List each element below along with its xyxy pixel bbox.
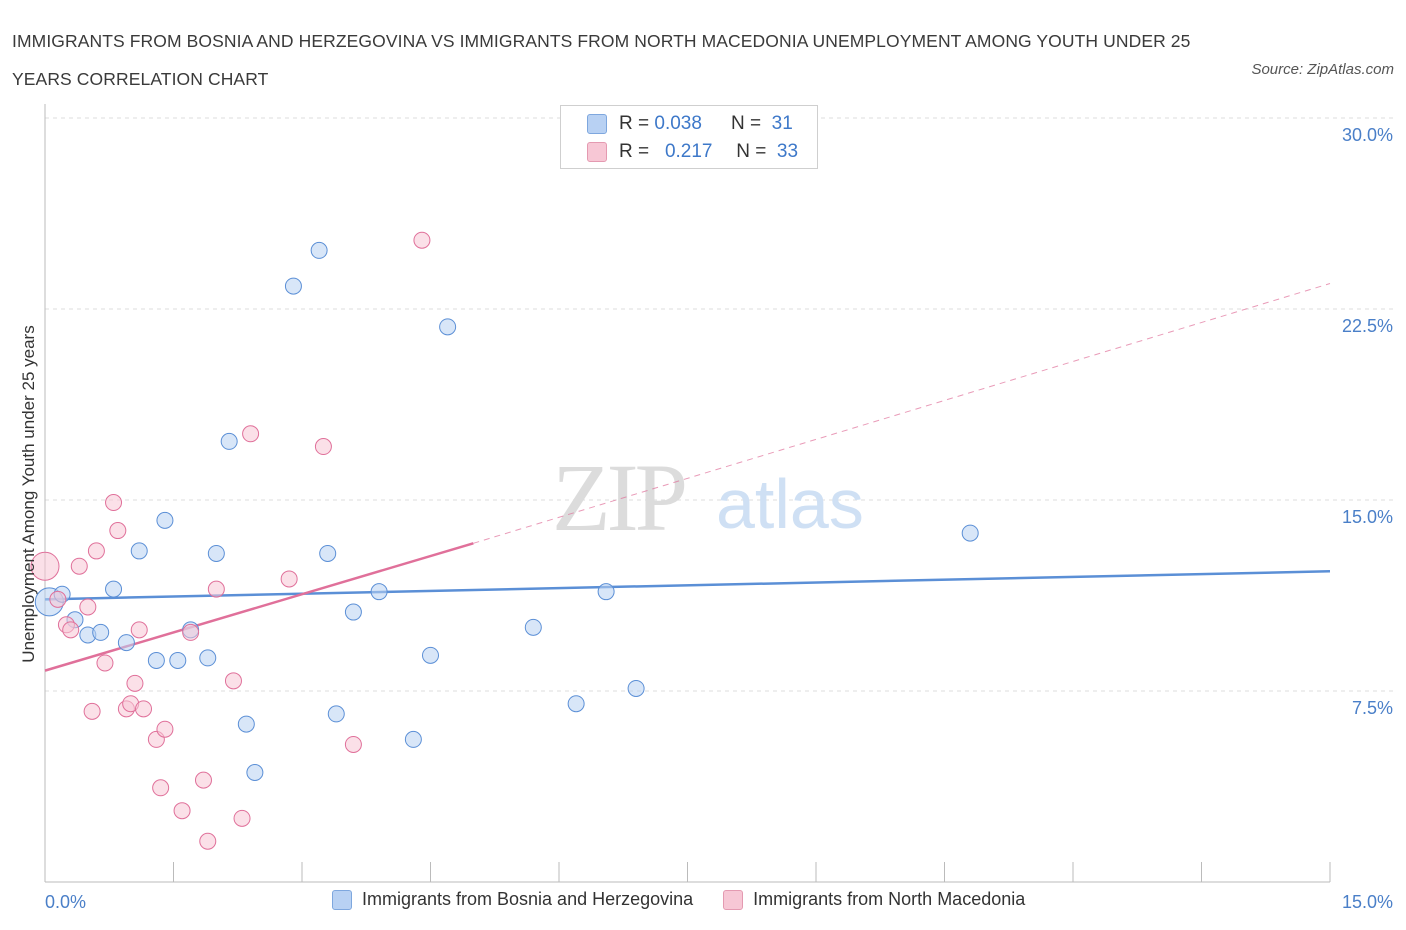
macedonia-point bbox=[173, 802, 191, 820]
legend-swatch-bosnia bbox=[587, 114, 607, 134]
series-legend-item-macedonia: Immigrants from North Macedonia bbox=[723, 889, 1025, 910]
y-axis-label: Unemployment Among Youth under 25 years bbox=[19, 325, 38, 662]
legend-n-label: N = bbox=[736, 141, 767, 162]
bosnia-point bbox=[627, 679, 645, 697]
data-points bbox=[30, 231, 979, 850]
macedonia-point bbox=[70, 557, 88, 575]
macedonia-point bbox=[314, 438, 332, 456]
bosnia-point bbox=[422, 646, 439, 664]
bosnia-point bbox=[284, 277, 302, 295]
macedonia-point bbox=[135, 700, 153, 718]
macedonia-trend-line bbox=[44, 542, 474, 672]
series-name-macedonia: Immigrants from North Macedonia bbox=[753, 889, 1026, 909]
macedonia-point bbox=[87, 542, 105, 560]
bosnia-trend-line bbox=[44, 570, 1331, 601]
source-label: Source: ZipAtlas.com bbox=[1251, 61, 1394, 78]
macedonia-point bbox=[83, 702, 101, 720]
macedonia-trend-extension bbox=[473, 283, 1331, 544]
macedonia-point bbox=[30, 551, 60, 581]
x-tick-label: 0.0% bbox=[45, 892, 86, 912]
chart-title: IMMIGRANTS FROM BOSNIA AND HERZEGOVINA V… bbox=[12, 31, 1191, 89]
legend-row-macedonia: R = 0.217 N = 33 bbox=[587, 139, 798, 165]
y-tick-label: 30.0% bbox=[1342, 125, 1393, 145]
bosnia-point bbox=[524, 618, 542, 636]
macedonia-point bbox=[242, 425, 260, 443]
legend-r-value: 0.217 bbox=[664, 141, 713, 162]
legend-n-value: 31 bbox=[771, 113, 793, 134]
macedonia-point bbox=[199, 832, 217, 850]
macedonia-point bbox=[182, 623, 200, 641]
series-swatch-bosnia bbox=[332, 889, 352, 910]
macedonia-point bbox=[109, 522, 127, 540]
x-tick-label: 15.0% bbox=[1342, 892, 1393, 912]
bosnia-point bbox=[370, 583, 388, 601]
macedonia-point bbox=[156, 720, 174, 738]
series-swatch-macedonia bbox=[723, 889, 744, 910]
bosnia-point bbox=[344, 603, 362, 621]
bosnia-point bbox=[169, 651, 187, 669]
bosnia-point bbox=[207, 544, 225, 562]
grid-lines bbox=[45, 117, 1395, 692]
macedonia-point bbox=[413, 231, 431, 249]
bosnia-point bbox=[130, 542, 148, 560]
bosnia-point bbox=[597, 583, 615, 601]
watermark: ZIP atlas bbox=[552, 444, 864, 551]
bosnia-point bbox=[319, 544, 337, 562]
legend-swatch-macedonia bbox=[587, 142, 607, 162]
bosnia-point bbox=[246, 763, 264, 781]
watermark-atlas: atlas bbox=[716, 465, 864, 543]
bosnia-point bbox=[199, 649, 217, 667]
macedonia-point bbox=[62, 621, 80, 639]
bosnia-point bbox=[220, 432, 238, 450]
macedonia-point bbox=[224, 672, 242, 690]
bosnia-point bbox=[117, 634, 135, 652]
series-legend: Immigrants from Bosnia and Herzegovina I… bbox=[332, 889, 1055, 910]
tick-labels: 7.5% 15.0% 22.5% 30.0% 0.0% 15.0% bbox=[45, 125, 1393, 912]
macedonia-point bbox=[96, 654, 114, 672]
y-tick-label: 15.0% bbox=[1342, 507, 1393, 527]
legend-row-bosnia: R = 0.038 N = 31 bbox=[587, 111, 793, 137]
bosnia-point bbox=[156, 511, 174, 529]
legend-r-value: 0.038 bbox=[654, 113, 702, 134]
macedonia-point bbox=[126, 674, 144, 692]
bosnia-point bbox=[92, 623, 110, 641]
macedonia-point bbox=[130, 621, 148, 639]
series-name-bosnia: Immigrants from Bosnia and Herzegovina bbox=[362, 889, 694, 909]
axes bbox=[44, 104, 1331, 883]
y-tick-label: 22.5% bbox=[1342, 316, 1393, 336]
bosnia-point bbox=[567, 695, 585, 713]
bosnia-point bbox=[147, 651, 165, 669]
series-legend-item-bosnia: Immigrants from Bosnia and Herzegovina bbox=[332, 889, 693, 910]
macedonia-point bbox=[49, 590, 67, 608]
bosnia-point bbox=[327, 705, 345, 723]
watermark-zip: ZIP bbox=[552, 444, 685, 551]
macedonia-point bbox=[207, 580, 225, 598]
macedonia-point bbox=[105, 494, 123, 512]
legend-n-value: 33 bbox=[776, 141, 799, 162]
bosnia-point bbox=[105, 580, 123, 598]
bosnia-point bbox=[961, 524, 979, 542]
legend-r-label: R = bbox=[619, 113, 650, 134]
bosnia-point bbox=[237, 715, 255, 733]
y-tick-label: 7.5% bbox=[1352, 698, 1393, 718]
correlation-legend: R = 0.038 N = 31 R = 0.217 N = 33 bbox=[560, 105, 818, 169]
macedonia-point bbox=[280, 570, 298, 588]
macedonia-point bbox=[344, 735, 362, 753]
legend-n-label: N = bbox=[730, 113, 762, 134]
macedonia-point bbox=[233, 809, 251, 827]
bosnia-point bbox=[439, 318, 457, 336]
legend-r-label: R = bbox=[619, 141, 650, 162]
macedonia-point bbox=[79, 598, 97, 616]
trend-lines bbox=[44, 283, 1331, 672]
macedonia-point bbox=[194, 771, 212, 789]
macedonia-point bbox=[152, 779, 170, 797]
bosnia-point bbox=[404, 730, 422, 748]
bosnia-point bbox=[310, 241, 328, 259]
